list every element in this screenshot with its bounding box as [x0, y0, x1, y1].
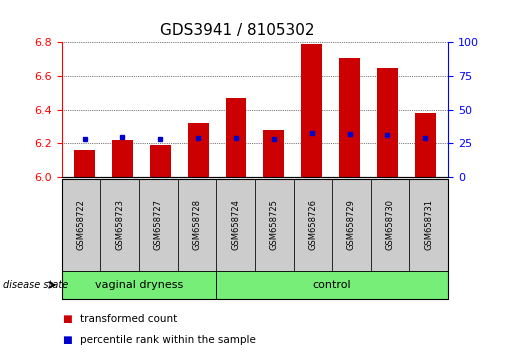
Text: GSM658727: GSM658727	[154, 199, 163, 250]
Text: GSM658730: GSM658730	[386, 199, 394, 250]
Text: GSM658726: GSM658726	[308, 199, 317, 250]
Text: GSM658728: GSM658728	[193, 199, 201, 250]
Text: GDS3941 / 8105302: GDS3941 / 8105302	[160, 23, 314, 38]
Text: vaginal dryness: vaginal dryness	[95, 280, 183, 290]
Bar	[415, 113, 436, 177]
Text: GSM658723: GSM658723	[115, 199, 124, 250]
Bar	[339, 58, 360, 177]
Text: transformed count: transformed count	[80, 314, 177, 324]
Text: GSM658731: GSM658731	[424, 199, 433, 250]
Bar	[377, 68, 398, 177]
Text: GSM658729: GSM658729	[347, 199, 356, 250]
Text: GSM658724: GSM658724	[231, 199, 240, 250]
Text: ■: ■	[62, 314, 72, 324]
Bar	[150, 145, 170, 177]
Bar	[74, 150, 95, 177]
Bar	[187, 123, 209, 177]
Text: control: control	[313, 280, 351, 290]
Text: disease state: disease state	[3, 280, 68, 290]
Bar	[301, 44, 322, 177]
Text: GSM658722: GSM658722	[77, 199, 85, 250]
Bar	[264, 130, 284, 177]
Text: percentile rank within the sample: percentile rank within the sample	[80, 335, 256, 345]
Text: GSM658725: GSM658725	[270, 199, 279, 250]
Text: ■: ■	[62, 335, 72, 345]
Bar	[112, 140, 133, 177]
Bar	[226, 98, 246, 177]
